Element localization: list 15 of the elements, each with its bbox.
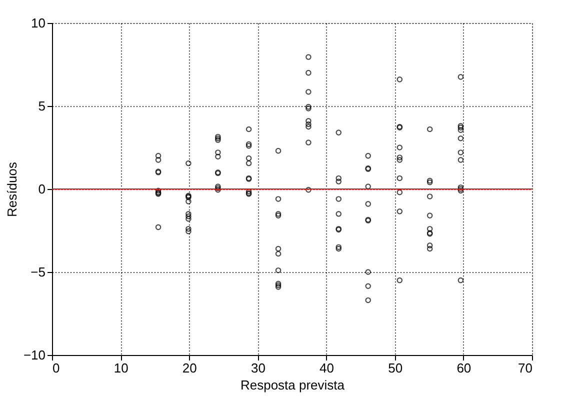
x-tick-label: 30 (250, 360, 266, 376)
x-axis-title: Resposta prevista (240, 378, 346, 392)
y-tick-label: 0 (38, 182, 46, 196)
y-tick-label: −5 (30, 264, 46, 280)
y-tick-label: 5 (38, 98, 46, 114)
x-tick-label: 40 (320, 360, 334, 376)
y-tick-label: −10 (23, 348, 46, 362)
x-tick-label: 50 (388, 360, 403, 376)
x-tick-label: 10 (114, 360, 128, 376)
x-tick-label: 60 (456, 360, 472, 376)
y-axis-title: Resíduos (4, 162, 20, 217)
y-tick-label: 10 (31, 16, 46, 30)
x-tick-label: 70 (518, 360, 532, 376)
x-tick-label: 0 (52, 360, 60, 376)
x-tick-label: 20 (182, 360, 197, 376)
